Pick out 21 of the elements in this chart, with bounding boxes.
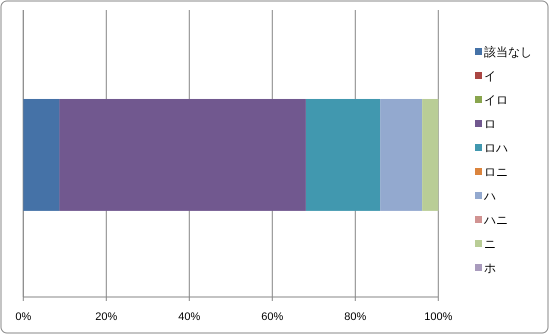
legend-label: 該当なし xyxy=(484,45,532,59)
x-tick-label: 40% xyxy=(178,311,201,323)
legend-label: ハニ xyxy=(483,213,508,227)
legend-label: ロニ xyxy=(484,165,508,179)
legend-label: ホ xyxy=(484,261,496,275)
legend-label: ロ xyxy=(484,117,496,131)
legend-label: ハ xyxy=(483,189,496,203)
bar xyxy=(306,98,380,211)
x-tick-label: 0% xyxy=(15,311,32,323)
bar xyxy=(59,98,306,211)
legend-label: イ xyxy=(484,69,496,83)
x-tick-label: 80% xyxy=(344,311,367,323)
bar xyxy=(380,98,422,211)
x-tick-label: 100% xyxy=(424,311,453,323)
bar xyxy=(422,98,438,211)
x-tick-label: 60% xyxy=(261,311,284,323)
legend-label: イロ xyxy=(484,93,508,107)
bar xyxy=(23,98,60,211)
legend-label: ロハ xyxy=(484,141,508,155)
x-tick-label: 20% xyxy=(95,311,118,323)
legend-label: ニ xyxy=(484,237,496,251)
